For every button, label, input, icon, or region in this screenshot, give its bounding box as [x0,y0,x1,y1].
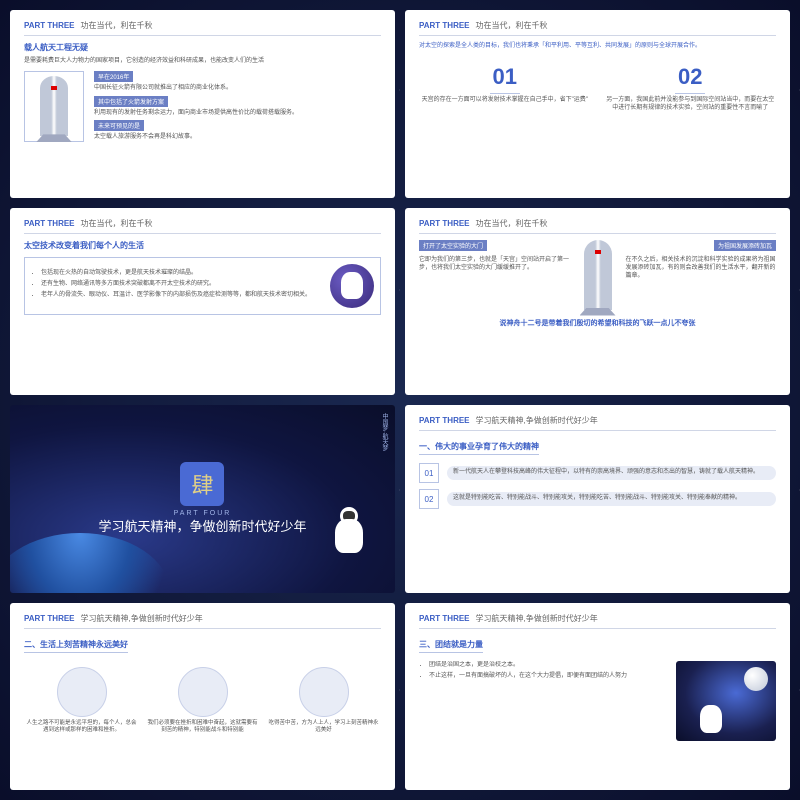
num-01-text: 天宫的存在一方面可以将发射技术掌握在自己手中，省下"运费" [419,97,591,105]
circle-text: 吃得苦中苦，方为人上人，学习上刻苦精神永远美好 [266,720,381,734]
num-01: 01 [419,463,439,483]
sub-heading: 一、伟大的事业孕育了伟大的精神 [419,441,539,455]
slide3-heading: 太空技术改变着我们每个人的生活 [24,240,381,251]
tag-text: 太空载人旅游服务不会再是科幻故事。 [94,133,381,141]
astronaut-float [325,503,375,563]
num-02: 02 [419,489,439,509]
tag: 早在2016年 [94,71,133,82]
tag: 未来可预见的是 [94,120,144,131]
part-four-title: 学习航天精神，争做创新时代好少年 [98,519,306,536]
circle-text: 我们必须要在挫折和困难中奋起，这就需要有刻苦的精神，特别能战斗和特别能 [145,720,260,734]
tag-right: 为祖国发展添砖加瓦 [714,240,776,251]
circle-text: 人生之路不可能是永远平坦的，每个人，总会遇到这样或那样的困难和挫折。 [24,720,139,734]
part-label: PART THREE [24,21,75,30]
num-02: 02 [605,64,777,90]
num-01: 01 [419,64,591,90]
circle-icon [57,667,107,717]
sub-heading: 二、生活上刻苦精神永远美好 [24,639,128,653]
part-four-label: PART FOUR [98,510,306,517]
tag-text: 中国长征火箭有限公司就推出了相应的商业化体系。 [94,84,381,92]
text-left: 它即为我们的第三步，也就是「天宫」空间站开启了第一步，也将我们太空实验的大门缓缓… [419,256,570,273]
bullet: 还有生物、网络通讯等多方面技术突破都离不开太空技术的研究。 [41,280,322,289]
num-01-text: 新一代航天人在攀登科技高峰的伟大征程中，以特有的崇高境界、顽强的意志和杰出的智慧… [447,466,776,480]
tag-left: 打开了太空实验的大门 [419,240,487,251]
bottom-note: 说神舟十二号是带着我们殷切的希望和科技的飞跃一点儿不夸张 [419,318,776,328]
slide-1: PART THREE 功在当代，利在千秋 载人航天工程无疑 是需要耗费巨大人力物力… [10,10,395,198]
bullet: 老年人的骨流失、眼动仪、耳温计、医学影像下的内部损伤及癌症检测等等，都和航天技术… [41,291,322,300]
slide1-heading: 载人航天工程无疑 [24,42,381,53]
slide-8: PART THREE学习航天精神,争做创新时代好少年 三、团结就是力量 团结是治… [405,603,790,791]
si-badge: 肆 [180,462,224,506]
slide2-intro: 对太空的探索是全人类的目标，我们也将秉承「和平利用、平等互利、共同发展」的原则与… [419,42,776,50]
sub-heading: 三、团结就是力量 [419,639,483,653]
num-02-text: 这就是特别能吃苦、特别能战斗、特别能攻关，特别能吃苦、特别能战斗、特别能攻关、特… [447,492,776,506]
slide1-sub: 是需要耗费巨大人力物力的国家项目，它创造的经济效益和科研成果，也能改变人们的生活 [24,57,381,65]
slide-2: PART THREE功在当代，利在千秋 对太空的探索是全人类的目标，我们也将秉承… [405,10,790,198]
circle-icon [178,667,228,717]
slide-6: PART THREE学习航天精神,争做创新时代好少年 一、伟大的事业孕育了伟大的… [405,405,790,593]
earth-glow [10,533,170,593]
rocket-icon [584,240,612,310]
tag: 其中包括了火箭发射方案 [94,96,168,107]
num-02-text: 另一方面，我国此前并没能参与到国际空间站当中，而要在太空中进行长期有规律的技术实… [605,97,777,113]
slide-3: PART THREE功在当代，利在千秋 太空技术改变着我们每个人的生活 包括现在… [10,208,395,396]
text-right: 在不久之后，相关技术的沉淀和科学实验的成果将为祖国发展添砖加瓦，有的则会改善我们… [626,256,777,281]
slide-4: PART THREE功在当代，利在千秋 打开了太空实验的大门 它即为我们的第三步… [405,208,790,396]
circle-icon [299,667,349,717]
rocket-icon [40,76,68,136]
bullet: 包括现在火热的自动驾驶技术，更是航天技术璀璨的结晶。 [41,269,322,278]
tag-text: 利用现有的发射任务剩余运力，面向商业市场提供高性价比的载荷搭载服务。 [94,109,381,117]
slide-5-part-four: 中国梦·航天梦 肆 PART FOUR 学习航天精神，争做创新时代好少年 [10,405,395,593]
side-text: 中国梦·航天梦 [380,413,389,451]
space-image [676,661,776,741]
slide-7: PART THREE学习航天精神,争做创新时代好少年 二、生活上刻苦精神永远美好… [10,603,395,791]
part-title: 功在当代，利在千秋 [81,21,153,30]
astronaut-illustration [330,264,374,308]
